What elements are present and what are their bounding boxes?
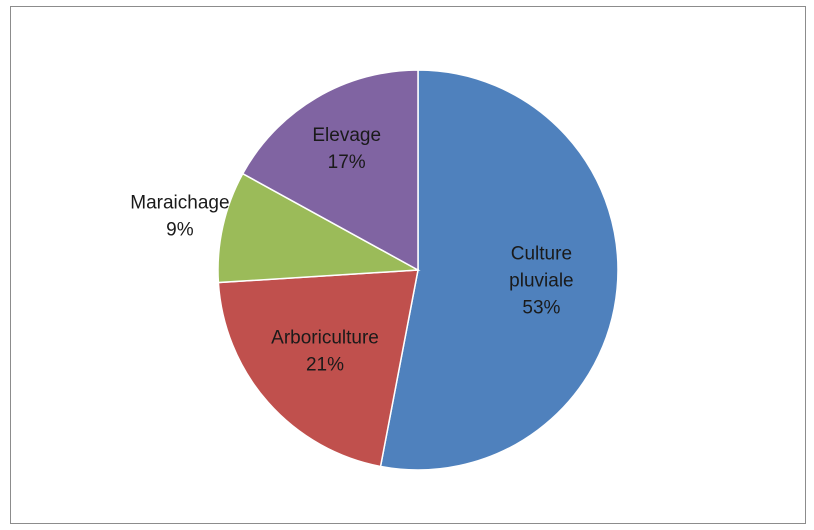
pie-slices — [217, 69, 619, 471]
pie-slice-1 — [217, 269, 419, 468]
pie-slice-label-2: Maraichage 9% — [130, 192, 229, 240]
pie-slice-3 — [241, 69, 419, 272]
pie-labels: Culture pluviale 53% Arboriculture 21% Maraic… — [130, 125, 573, 376]
pie-slice-value-label: 9% — [166, 219, 194, 240]
pie-slice-value-label: 21% — [306, 355, 344, 376]
pie-slice-value-label: 17% — [328, 152, 366, 173]
pie-slice-category-label: Maraichage — [130, 192, 229, 213]
pie-slice-2 — [217, 172, 421, 284]
pie-slice-category-label: Elevage — [312, 125, 381, 146]
pie-slice-0 — [379, 69, 619, 471]
pie-slice-category-label: Arboriculture — [271, 328, 379, 349]
pie-slice-value-label: 53% — [522, 298, 560, 319]
pie-slice-label-0: Culture pluviale 53% — [509, 244, 573, 319]
pie-slice-category-label: Culture — [511, 244, 572, 265]
pie-slice-label-3: Elevage 17% — [312, 125, 381, 173]
pie-slice-category-label: pluviale — [509, 271, 573, 292]
pie-slice-label-1: Arboriculture 21% — [271, 328, 379, 376]
